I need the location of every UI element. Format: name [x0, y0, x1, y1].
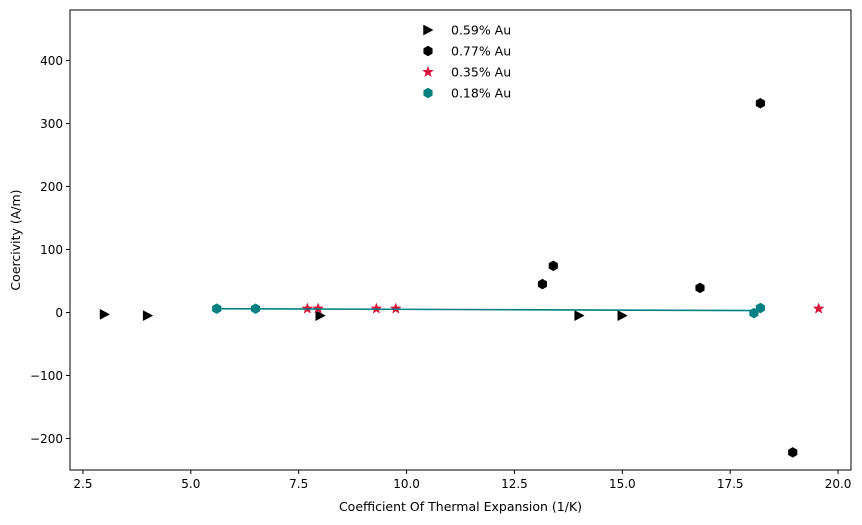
series-2-point: [312, 302, 325, 314]
series-0-point: [617, 310, 628, 322]
x-tick-label: 12.5: [501, 477, 528, 491]
x-tick-label: 5.0: [181, 477, 200, 491]
y-tick-label: −100: [30, 369, 63, 383]
y-tick-label: 200: [40, 180, 63, 194]
x-tick-label: 20.0: [825, 477, 852, 491]
series-3-point: [250, 303, 261, 314]
series-3-trendline: [216, 307, 761, 312]
series-0-point: [142, 310, 154, 322]
series-1-point: [537, 278, 548, 290]
x-tick-label: 15.0: [609, 477, 636, 491]
series-0-point: [315, 310, 326, 322]
series-2-point: [370, 302, 383, 314]
series-2-point: [812, 302, 825, 314]
legend-marker-2: [422, 65, 434, 78]
y-tick-label: 300: [40, 117, 63, 131]
plot-frame: [69, 9, 852, 471]
series-2-point: [389, 302, 402, 314]
plot-layer: [99, 97, 825, 458]
legend: 0.59% Au 0.77% Au 0.35% Au 0.18% Au: [422, 23, 511, 101]
legend-label: 0.59% Au: [451, 23, 511, 38]
series-2-point: [301, 302, 314, 314]
series-3-point: [755, 302, 765, 314]
x-tick-label: 2.5: [73, 477, 92, 491]
axes-layer: 2.5 5.0 7.5 10.0 12.5 15.0 17.5 20.0 −200 −100 0 10…: [30, 54, 851, 491]
legend-marker-1: [423, 45, 433, 57]
y-tick-label: 0: [55, 306, 63, 320]
x-tick-label: 10.0: [393, 477, 420, 491]
legend-label: 0.18% Au: [451, 86, 511, 101]
series-3: [212, 302, 765, 319]
y-tick-label: −200: [30, 432, 63, 446]
series-3-point: [212, 303, 222, 314]
legend-label: 0.35% Au: [451, 65, 511, 80]
series-1-point: [695, 282, 705, 294]
legend-marker-3: [423, 87, 433, 99]
series-0-point: [574, 310, 585, 322]
x-axis-title: Coefficient Of Thermal Expansion (1/K): [339, 499, 582, 514]
series-2: [301, 302, 825, 314]
series-0: [99, 308, 628, 322]
series-1-point: [548, 260, 558, 272]
series-0-point: [99, 308, 111, 320]
legend-label: 0.77% Au: [451, 44, 511, 59]
y-axis-title: Coercivity (A/m): [8, 189, 23, 290]
series-1: [537, 97, 798, 458]
legend-marker-0: [423, 24, 434, 36]
x-tick-label: 17.5: [717, 477, 744, 491]
series-1-point: [755, 97, 765, 109]
series-1-point: [788, 447, 798, 458]
y-tick-label: 100: [40, 243, 63, 257]
x-tick-label: 7.5: [289, 477, 308, 491]
y-tick-label: 400: [40, 54, 63, 68]
